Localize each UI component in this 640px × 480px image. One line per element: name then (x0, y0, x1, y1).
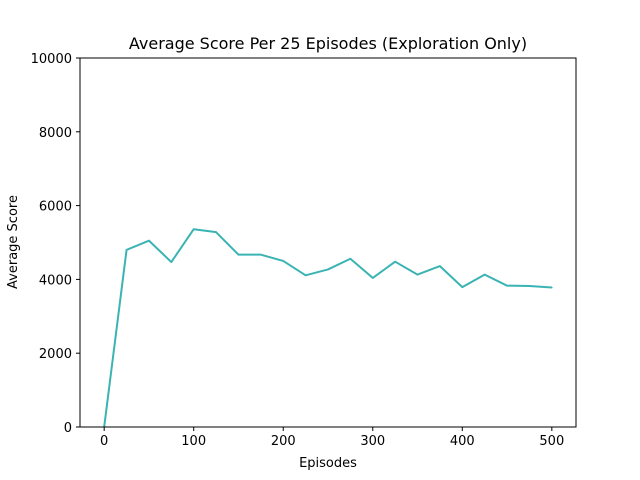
data-point (349, 257, 352, 260)
data-point (148, 239, 150, 242)
y-tick-label: 6000 (39, 200, 72, 215)
data-point (304, 274, 307, 277)
x-tick-label: 300 (360, 434, 385, 449)
y-axis: 0 2000 4000 6000 8000 10000 (31, 52, 80, 436)
y-tick-label: 2000 (39, 347, 72, 362)
x-axis: 0 100 200 300 400 500 (100, 427, 564, 449)
series-layer (103, 228, 553, 428)
data-point (260, 253, 262, 256)
y-axis-label: Average Score (6, 195, 21, 289)
plot-frame (79, 57, 577, 428)
data-point (394, 260, 396, 263)
data-point (282, 260, 285, 262)
data-point (483, 273, 486, 276)
data-point (506, 284, 508, 287)
plot-area (79, 57, 577, 428)
data-point (416, 273, 419, 276)
data-point (551, 286, 553, 289)
data-point (528, 285, 531, 287)
x-tick-label: 0 (100, 434, 108, 449)
y-tick-label: 10000 (31, 52, 72, 67)
series-line-0 (103, 228, 552, 428)
y-tick-label: 0 (64, 421, 72, 436)
x-tick-label: 100 (181, 434, 206, 449)
data-point (327, 268, 329, 271)
x-tick-label: 500 (539, 434, 564, 449)
data-point (192, 228, 195, 231)
data-point (461, 286, 464, 288)
data-point (125, 249, 128, 251)
x-axis-label: Episodes (299, 456, 357, 471)
x-tick-label: 400 (450, 434, 475, 449)
data-point (439, 265, 441, 267)
data-point (170, 261, 173, 263)
x-tick-label: 200 (271, 434, 296, 449)
y-tick-label: 8000 (39, 126, 72, 141)
chart-title: Average Score Per 25 Episodes (Explorati… (129, 34, 527, 53)
data-point (237, 253, 240, 256)
data-point (215, 231, 217, 233)
y-tick-label: 4000 (39, 273, 72, 288)
data-point (371, 277, 374, 279)
